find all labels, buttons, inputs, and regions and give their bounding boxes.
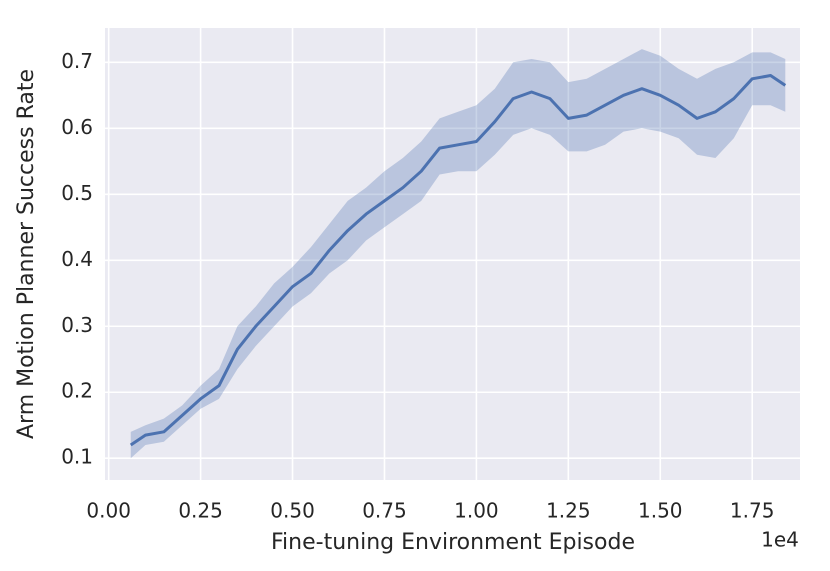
y-tick-label: 0.6: [61, 115, 93, 139]
x-tick-label: 1.00: [454, 499, 499, 523]
y-tick-label: 0.1: [61, 445, 93, 469]
y-tick-label: 0.7: [61, 49, 93, 73]
x-axis-label: Fine-tuning Environment Episode: [271, 530, 635, 555]
y-tick-label: 0.3: [61, 313, 93, 337]
y-tick-label: 0.2: [61, 379, 93, 403]
x-tick-label: 1.25: [546, 499, 591, 523]
mean-line: [129, 74, 787, 447]
x-tick-label: 0.50: [270, 499, 315, 523]
y-tick-label: 0.4: [61, 247, 93, 271]
x-offset-label: 1e4: [761, 528, 799, 552]
x-tick-label: 0.00: [86, 499, 131, 523]
y-tick-label: 0.5: [61, 181, 93, 205]
x-tick-label: 0.25: [178, 499, 223, 523]
x-tick-label: 1.75: [730, 499, 775, 523]
plot-area: [105, 28, 800, 480]
y-axis-label: Arm Motion Planner Success Rate: [14, 69, 39, 439]
x-tick-label: 1.50: [638, 499, 683, 523]
confidence-band: [130, 49, 786, 459]
x-tick-label: 0.75: [362, 499, 407, 523]
